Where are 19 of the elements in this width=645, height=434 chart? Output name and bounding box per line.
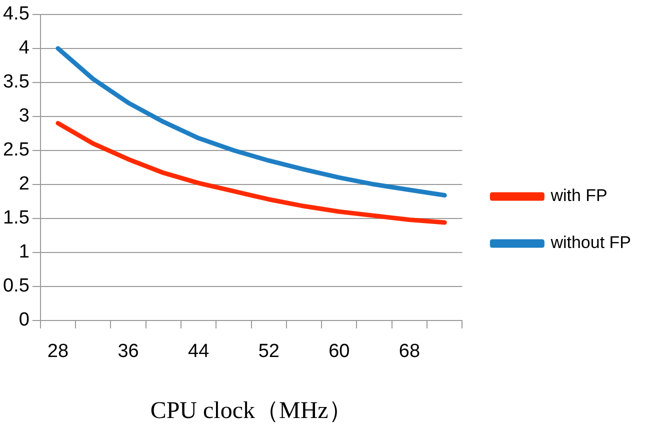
- y-tick-label: 4.5: [2, 4, 30, 25]
- y-tick-label: 0.5: [2, 276, 30, 297]
- y-tick-label: 3.5: [2, 72, 30, 93]
- y-tick-label: 0: [18, 310, 30, 331]
- y-tick-label: 4: [18, 38, 30, 59]
- y-tick-label: 1: [18, 242, 30, 263]
- x-tick-label: 44: [188, 341, 210, 362]
- x-axis-title: CPU clock（MHz）: [150, 398, 352, 424]
- y-tick-label: 1.5: [2, 208, 30, 229]
- x-tick-label: 36: [118, 341, 139, 362]
- y-tick-label: 2.5: [2, 140, 30, 161]
- y-tick-label: 3: [18, 106, 30, 127]
- x-tick-label: 68: [398, 341, 420, 362]
- legend-label: with FP: [550, 186, 608, 206]
- x-tick-label: 60: [328, 341, 350, 362]
- x-tick-label: 28: [47, 341, 69, 362]
- y-tick-label: 2: [18, 174, 30, 195]
- x-tick-label: 52: [258, 341, 280, 362]
- legend-label: without FP: [550, 233, 631, 252]
